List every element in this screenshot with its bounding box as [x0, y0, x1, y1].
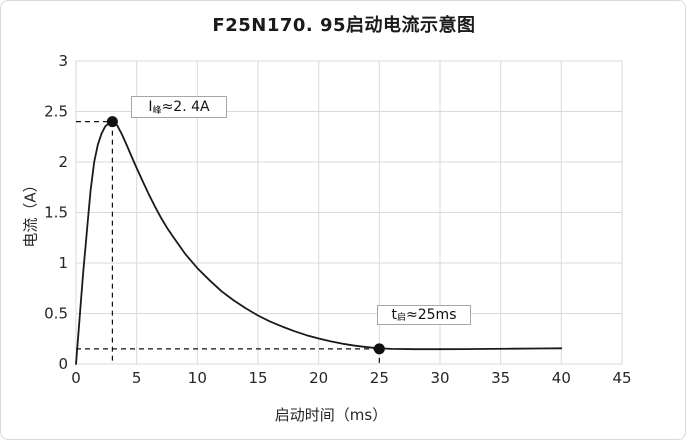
peak-current-annotation: I 峰 ≈2. 4A	[131, 96, 227, 118]
startup-annotation-prefix: t	[391, 307, 398, 323]
x-tick-label: 40	[552, 369, 571, 387]
y-tick-label: 3	[58, 52, 68, 70]
startup-time-annotation: t 启 ≈25ms	[377, 305, 471, 325]
y-tick-label: 0.5	[44, 305, 68, 323]
chart-title: F25N170. 95启动电流示意图	[212, 15, 476, 36]
startup-annotation-value: ≈25ms	[406, 307, 457, 323]
peak-annotation-value: ≈2. 4A	[161, 99, 210, 115]
x-axis-title: 启动时间（ms）	[274, 406, 388, 424]
y-tick-label: 1	[58, 254, 68, 272]
x-tick-label: 10	[188, 369, 207, 387]
y-tick-label: 2.5	[44, 103, 68, 121]
x-tick-label: 5	[132, 369, 142, 387]
peak-annotation-prefix: I	[148, 99, 153, 115]
settle-point	[373, 343, 385, 355]
peak-point	[106, 116, 118, 128]
x-tick-label: 20	[309, 369, 328, 387]
y-tick-label: 1.5	[44, 204, 68, 222]
startup-annotation-subscript: 启	[397, 313, 407, 323]
peak-annotation-subscript: 峰	[152, 106, 162, 116]
y-axis-title: 电流（A）	[21, 177, 40, 248]
x-tick-label: 30	[430, 369, 449, 387]
x-tick-label: 0	[71, 369, 81, 387]
y-tick-label: 0	[58, 355, 68, 373]
x-tick-label: 35	[491, 369, 510, 387]
x-tick-label: 25	[370, 369, 389, 387]
x-tick-label: 15	[248, 369, 267, 387]
plot-border	[75, 60, 623, 365]
y-tick-label: 2	[58, 153, 68, 171]
x-tick-label: 45	[612, 369, 631, 387]
